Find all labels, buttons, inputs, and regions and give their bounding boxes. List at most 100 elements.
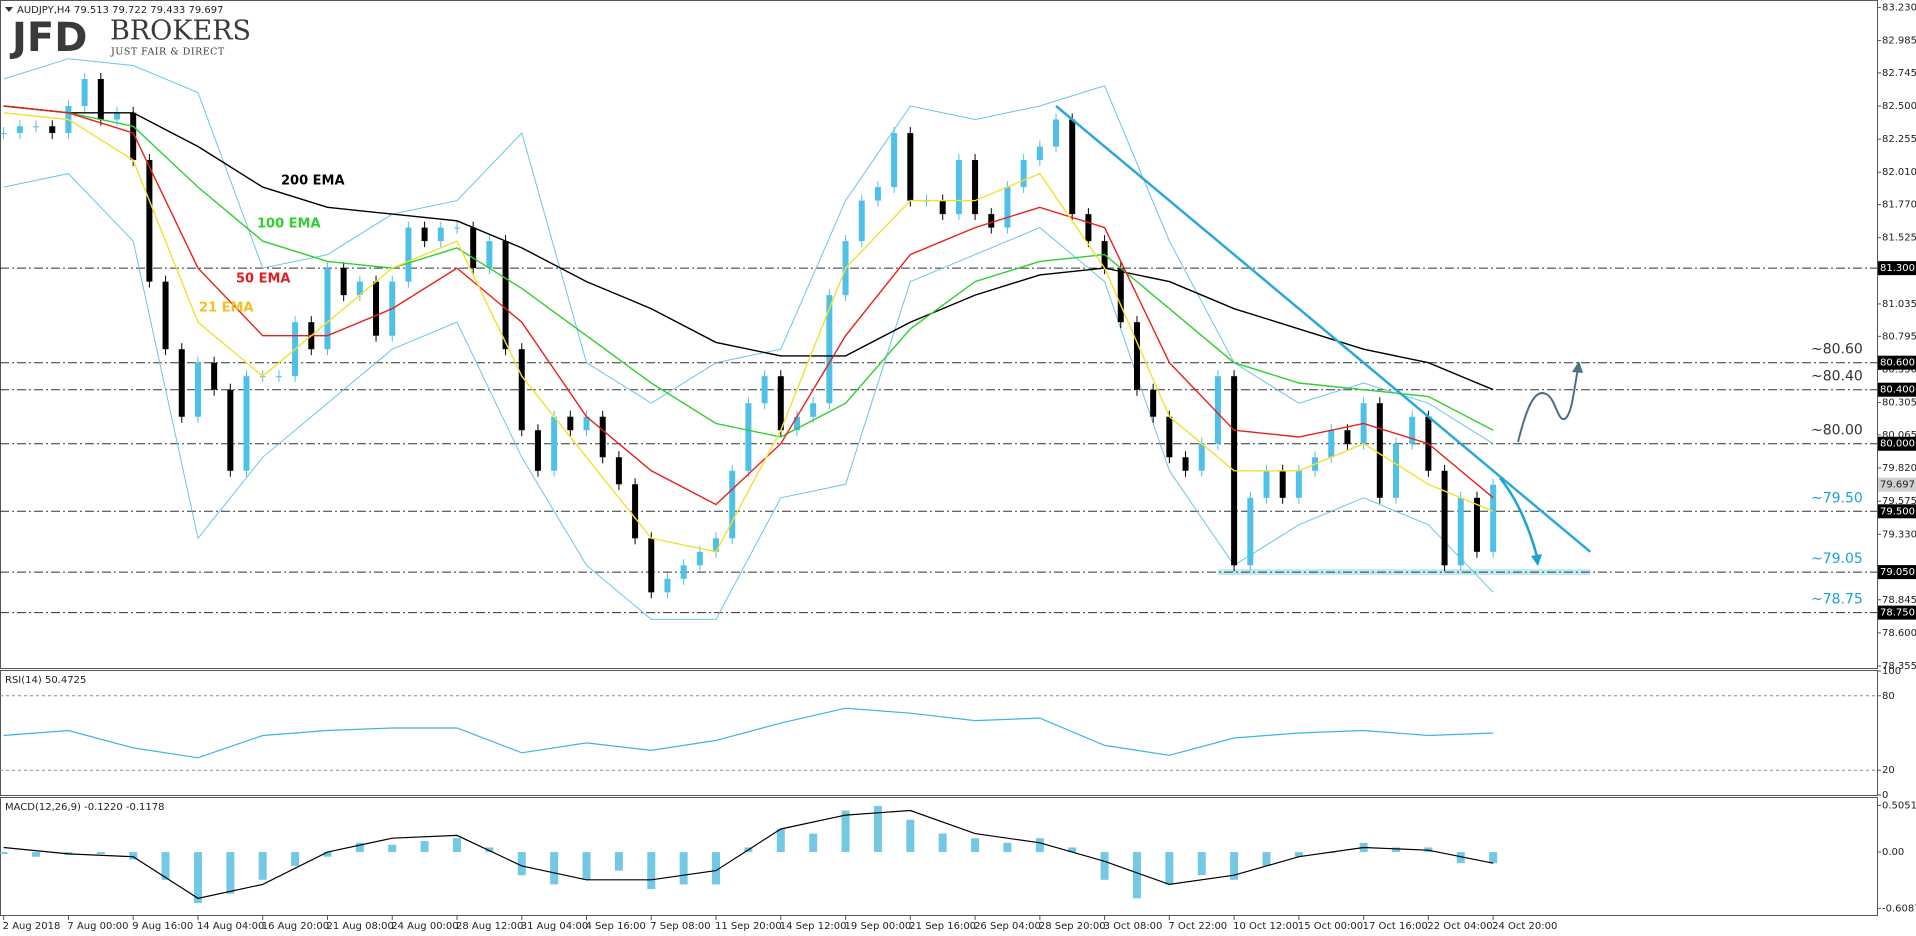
ema-line	[3, 112, 1494, 553]
macd-bar	[841, 810, 850, 853]
macd-bar	[323, 852, 332, 857]
macd-bar	[1230, 852, 1239, 880]
macd-bar	[906, 819, 915, 853]
candle	[130, 112, 137, 161]
macd-bar	[712, 852, 721, 885]
trendline	[1055, 105, 1592, 553]
candle	[49, 126, 56, 134]
x-tick-label: 28 Aug 12:00	[456, 921, 523, 932]
ema-line	[3, 105, 1494, 506]
macd-title: MACD(12,26,9) -0.1220 -0.1178	[5, 802, 165, 813]
candle	[1247, 497, 1254, 566]
candle	[599, 416, 606, 458]
candle	[470, 227, 477, 269]
y-tick-label: 100	[1882, 666, 1901, 677]
y-tick-label: 82.500	[1882, 101, 1916, 112]
x-tick-label: 22 Oct 04:00	[1427, 921, 1492, 932]
candle	[632, 484, 639, 539]
candle	[972, 160, 979, 215]
candle	[146, 160, 153, 282]
candle	[81, 79, 88, 107]
candle	[356, 281, 363, 296]
x-tick-label: 21 Sep 16:00	[909, 921, 976, 932]
macd-bar	[0, 852, 8, 854]
candle	[1117, 268, 1124, 323]
candle	[1182, 457, 1189, 471]
candle	[696, 551, 703, 566]
macd-bar	[1294, 852, 1303, 857]
x-tick-label: 24 Aug 00:00	[391, 921, 458, 932]
candle	[373, 281, 380, 336]
macd-bar	[1003, 842, 1012, 853]
macd-bar	[1100, 852, 1109, 880]
y-tick-label: 0	[1882, 790, 1888, 801]
y-tick-label: 79.575	[1882, 496, 1916, 507]
candle	[567, 416, 574, 431]
support-zone	[1217, 569, 1591, 576]
x-tick-label: 10 Oct 12:00	[1233, 921, 1298, 932]
logo-brand: BROKERS	[110, 16, 251, 47]
candle	[534, 430, 541, 471]
macd-bar	[226, 852, 235, 894]
candle	[1457, 497, 1464, 566]
level-note: ~80.60	[1811, 342, 1863, 358]
macd-bar	[193, 852, 202, 903]
candle	[0, 133, 7, 135]
y-tick-label: 83.230	[1882, 2, 1916, 13]
candle	[955, 160, 962, 215]
candle	[1069, 119, 1076, 215]
candle	[1263, 470, 1270, 498]
x-tick-label: 17 Oct 16:00	[1363, 921, 1428, 932]
macd-bar	[614, 852, 623, 871]
x-tick-label: 7 Aug 00:00	[67, 921, 128, 932]
y-tick-label: 80.550	[1882, 364, 1916, 375]
up-arrow	[1517, 367, 1579, 443]
y-tick-label: 82.745	[1882, 68, 1916, 79]
level-label: 81.300	[1880, 263, 1915, 274]
candle	[1490, 484, 1497, 552]
macd-bar	[582, 852, 591, 880]
candle	[453, 227, 460, 229]
candle	[1166, 416, 1173, 458]
macd-bar	[1068, 847, 1077, 853]
header: AUDJPY,H4 79.513 79.722 79.433 79.697	[17, 5, 223, 16]
candle	[1004, 187, 1011, 228]
macd-bar	[679, 852, 688, 885]
macd-bar	[355, 842, 364, 853]
macd-bar	[1392, 847, 1401, 853]
macd-bar	[1132, 852, 1141, 899]
macd-bar	[550, 852, 559, 885]
macd-bar	[129, 852, 138, 860]
ema-label: 50 EMA	[236, 272, 291, 287]
x-tick-label: 15 Oct 00:00	[1298, 921, 1363, 932]
macd-bar	[971, 838, 980, 853]
x-tick-label: 28 Sep 20:00	[1039, 921, 1106, 932]
level-label: 80.000	[1880, 439, 1915, 450]
candle	[1133, 322, 1140, 390]
y-tick-label: 0.5051	[1882, 800, 1916, 811]
candle	[162, 281, 169, 350]
candle	[340, 268, 347, 296]
x-tick-label: 19 Sep 00:00	[845, 921, 912, 932]
x-tick-label: 11 Sep 20:00	[715, 921, 782, 932]
x-tick-label: 24 Oct 20:00	[1492, 921, 1557, 932]
rsi-line	[3, 707, 1494, 759]
header-icon	[5, 7, 13, 12]
up-arrow-head	[1572, 361, 1583, 373]
macd-bar	[1456, 852, 1465, 864]
x-tick-label: 7 Oct 22:00	[1168, 921, 1227, 932]
macd-bar	[938, 833, 947, 853]
y-tick-label: 81.525	[1882, 233, 1916, 244]
x-tick-label: 3 Oct 08:00	[1104, 921, 1163, 932]
y-tick-label: 81.770	[1882, 200, 1916, 211]
y-tick-label: 0.00	[1882, 847, 1904, 858]
level-box	[1878, 355, 1916, 370]
candle	[1214, 376, 1221, 444]
rsi-panel	[0, 670, 1878, 796]
candle	[33, 126, 40, 128]
logo-tagline: JUST FAIR & DIRECT	[110, 47, 225, 58]
ema-line	[3, 105, 1494, 438]
candle	[583, 416, 590, 431]
level-note: ~79.50	[1811, 490, 1863, 506]
